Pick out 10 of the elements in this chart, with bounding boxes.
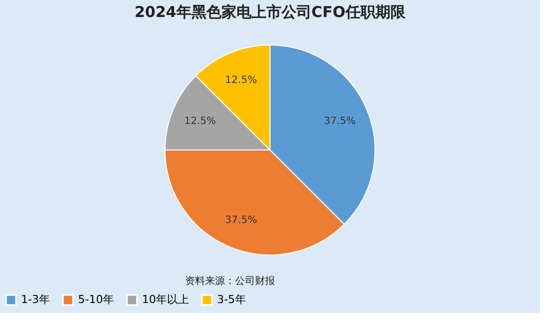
legend-label: 5-10年 — [78, 293, 114, 306]
data-label: 12.5% — [225, 75, 257, 86]
legend-label: 3-5年 — [217, 293, 246, 306]
data-label: 37.5% — [324, 116, 356, 128]
legend-label: 1-3年 — [21, 293, 50, 306]
data-label: 12.5% — [184, 116, 216, 128]
data-label: 37.5% — [225, 214, 257, 226]
legend-label: 10年以上 — [142, 293, 189, 306]
chart-title: 2024年黑色家电上市公司CFO任职期限 — [134, 3, 406, 21]
text: 资料来源：公司财报 — [185, 275, 275, 287]
